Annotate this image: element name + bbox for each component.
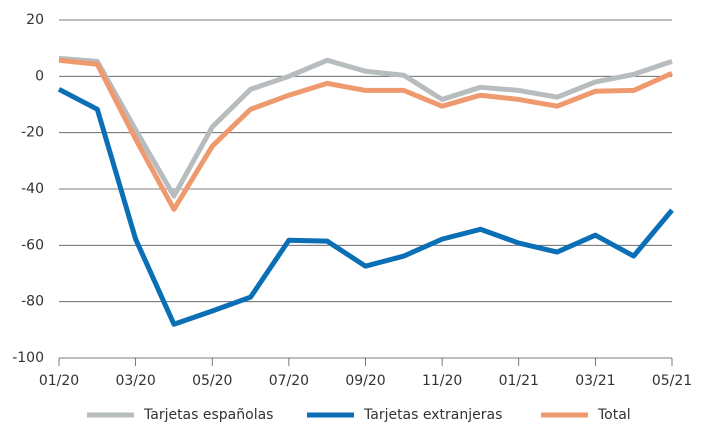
series-line	[57, 87, 674, 327]
x-tick-label: 01/20	[39, 373, 79, 389]
legend-label: Total	[597, 407, 631, 423]
x-tick-label: 07/20	[269, 373, 309, 389]
y-tick-label: -80	[21, 294, 44, 310]
series-line	[58, 55, 673, 199]
y-tick-label: -40	[21, 181, 44, 197]
y-tick-label: -20	[21, 125, 44, 141]
x-tick-label: 11/20	[422, 373, 462, 389]
x-tick-label: 03/20	[115, 373, 155, 389]
y-tick-label: -60	[21, 237, 44, 253]
x-tick-label: 05/21	[652, 373, 692, 389]
x-tick-label: 01/21	[499, 373, 539, 389]
x-tick-label: 03/21	[575, 373, 615, 389]
series-line	[58, 57, 674, 212]
x-tick-label: 05/20	[192, 373, 232, 389]
x-tick-label: 09/20	[345, 373, 385, 389]
y-tick-label: 20	[26, 12, 44, 28]
y-tick-label: -100	[12, 350, 44, 366]
legend-label: Tarjetas extranjeras	[363, 407, 502, 423]
y-tick-label: 0	[35, 68, 44, 84]
legend-label: Tarjetas españolas	[143, 407, 273, 423]
